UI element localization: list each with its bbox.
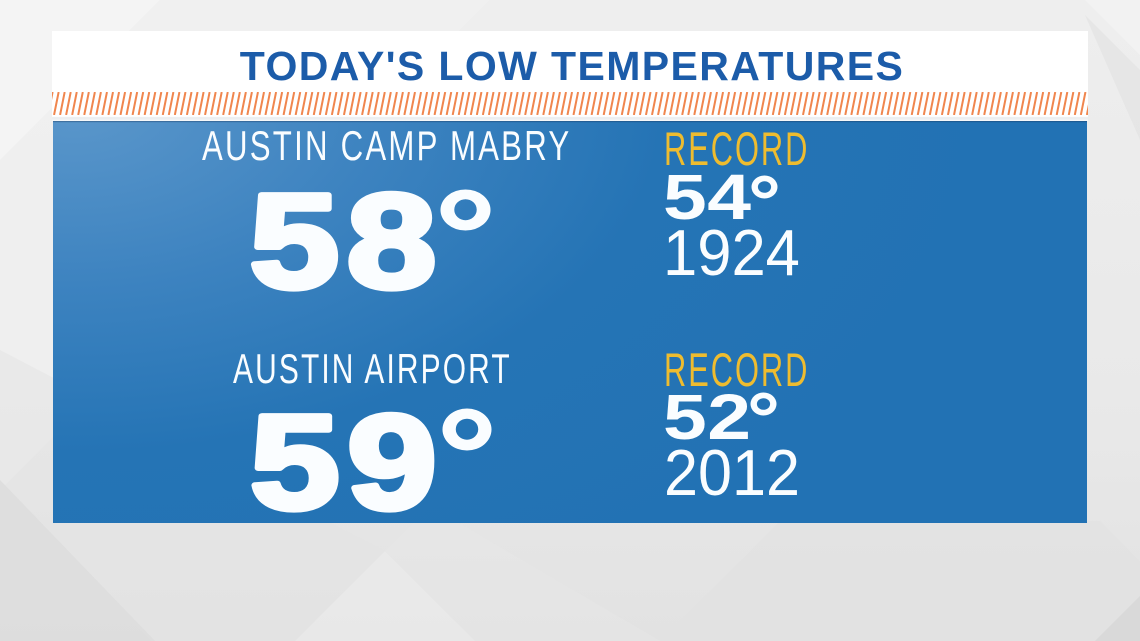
svg-text:58: 58 — [250, 167, 444, 316]
svg-text:59: 59 — [250, 387, 444, 536]
